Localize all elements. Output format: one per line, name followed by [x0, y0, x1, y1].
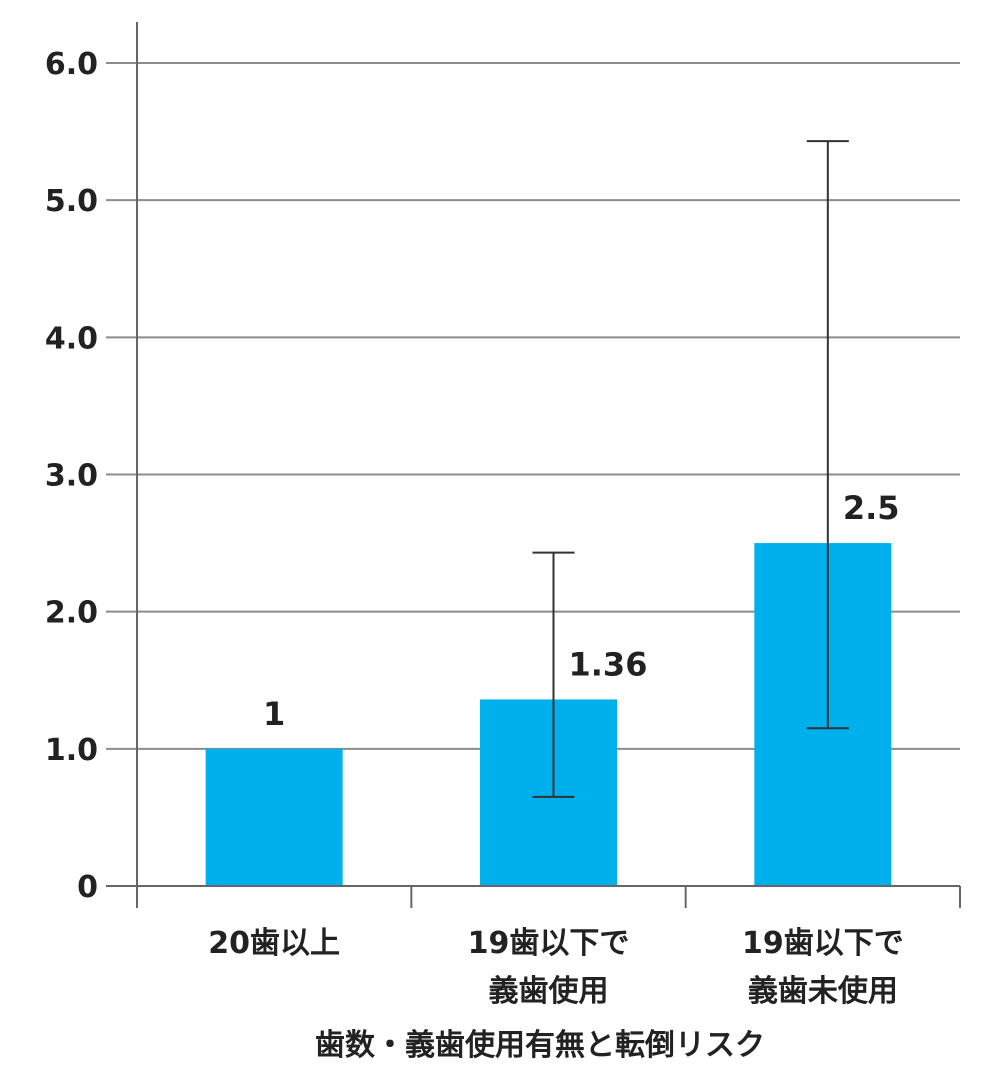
category-label-3: 19歯以下で義歯未使用 — [742, 926, 904, 1009]
y-tick-label: 3.0 — [45, 459, 98, 494]
y-tick-label: 0 — [77, 870, 98, 905]
data-label-1: 1 — [263, 695, 285, 733]
axes — [106, 22, 961, 908]
y-tick-label: 1.0 — [45, 733, 98, 768]
x-axis-title: 歯数・義歯使用有無と転倒リスク — [315, 1028, 765, 1063]
y-tick-label: 5.0 — [45, 184, 98, 219]
category-label-line: 義歯未使用 — [748, 974, 898, 1009]
category-label-2: 19歯以下で義歯使用 — [468, 926, 630, 1009]
category-label-line: 20歯以上 — [208, 926, 340, 961]
y-tick-label: 4.0 — [45, 321, 98, 356]
data-label-3: 2.5 — [843, 489, 900, 527]
bar-1 — [205, 748, 343, 886]
data-label-2: 1.36 — [569, 645, 648, 683]
error-bars — [532, 140, 849, 798]
bar-3 — [754, 543, 892, 886]
y-tick-label: 6.0 — [45, 47, 98, 82]
category-label-1: 20歯以上 — [208, 926, 340, 961]
bar-2 — [480, 699, 617, 886]
bars — [205, 543, 892, 886]
category-label-line: 19歯以下で — [742, 926, 904, 961]
y-tick-label: 2.0 — [45, 596, 98, 631]
category-label-line: 義歯使用 — [489, 974, 609, 1009]
category-label-line: 19歯以下で — [468, 926, 630, 961]
